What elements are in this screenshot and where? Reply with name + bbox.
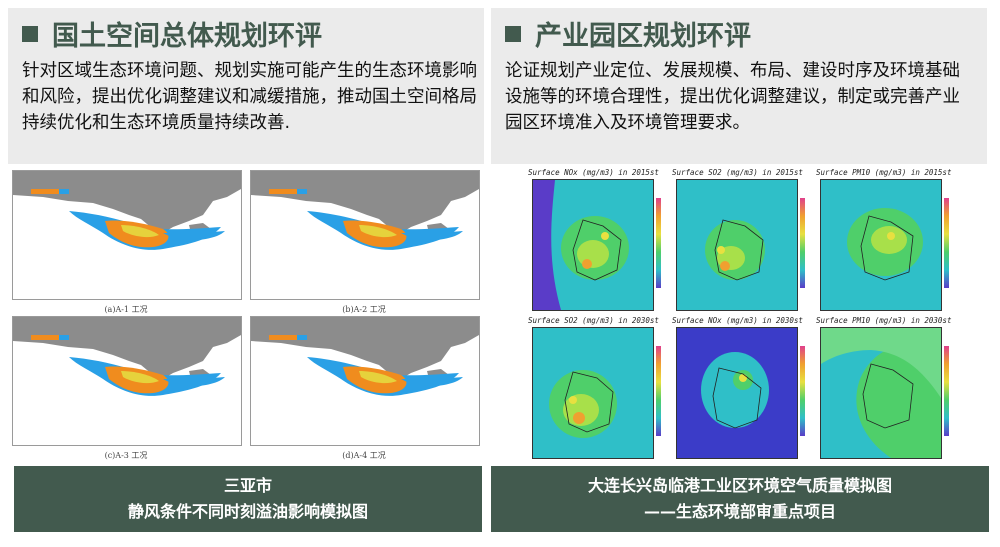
air-plot-nox-2030-title: Surface NOx (mg/m3) in 2030st (672, 316, 803, 325)
left-panel-title: 国土空间总体规划环评 (22, 14, 322, 53)
air-plot-pm10-2030: Surface PM10 (mg/m3) in 2030st (816, 316, 956, 462)
spill-map-a3-graphic (13, 317, 241, 445)
air-plot-pm10-2030-field (820, 327, 942, 459)
air-plot-so2-2015-colorbar (800, 198, 805, 288)
air-plot-nox-2030-colorbar (800, 346, 805, 436)
air-plot-nox-2015-field (532, 179, 654, 311)
right-panel-description: 论证规划产业定位、发展规模、布局、建设时序及环境基础设施等的环境合理性，提出优化… (505, 61, 960, 133)
spill-map-a1-graphic (13, 171, 241, 299)
spill-map-a4 (250, 316, 480, 446)
right-panel-header: 产业园区规划环评 论证规划产业定位、发展规模、布局、建设时序及环境基础设施等的环… (491, 8, 987, 164)
right-footer-line1: 大连长兴岛临港工业区环境空气质量模拟图 (587, 476, 892, 495)
air-plot-nox-2030-field (676, 327, 798, 459)
air-plot-so2-2015: Surface SO2 (mg/m3) in 2015st (672, 168, 812, 314)
air-plot-pm10-2015: Surface PM10 (mg/m3) in 2015st (816, 168, 956, 314)
air-plot-pm10-2015-title: Surface PM10 (mg/m3) in 2015st (816, 168, 952, 177)
spill-map-a2-caption: (b)A-2 工况 (342, 305, 386, 314)
air-plot-so2-2030-colorbar (656, 346, 661, 436)
spill-map-a2 (250, 170, 480, 300)
left-footer-line1: 三亚市 (223, 476, 272, 495)
spill-map-a1-caption: (a)A-1 工况 (104, 305, 148, 314)
air-plot-so2-2030-title: Surface SO2 (mg/m3) in 2030st (528, 316, 659, 325)
right-panel-title-text: 产业园区规划环评 (535, 21, 751, 52)
spill-map-a3-caption: (c)A-3 工况 (104, 451, 148, 460)
air-plot-so2-2030-field (532, 327, 654, 459)
bullet-square-icon (22, 25, 38, 42)
air-plot-nox-2015-colorbar (656, 198, 661, 288)
spill-map-a4-graphic (251, 317, 479, 445)
air-plot-pm10-2030-colorbar (944, 346, 949, 436)
left-panel-description: 针对区域生态环境问题、规划实施可能产生的生态环境影响和风险，提出优化调整建议和减… (22, 61, 477, 133)
right-panel-footer: 大连长兴岛临港工业区环境空气质量模拟图 ——生态环境部审重点项目 (491, 466, 989, 532)
air-plot-pm10-2015-colorbar (944, 198, 949, 288)
left-panel-title-text: 国土空间总体规划环评 (52, 21, 322, 52)
air-plot-nox-2015-title: Surface NOx (mg/m3) in 2015st (528, 168, 659, 177)
spill-map-a4-caption: (d)A-4 工况 (342, 451, 386, 460)
left-footer-line2: 静风条件不同时刻溢油影响模拟图 (127, 502, 368, 521)
air-plot-so2-2015-field (676, 179, 798, 311)
spill-map-a2-graphic (251, 171, 479, 299)
left-panel-header: 国土空间总体规划环评 针对区域生态环境问题、规划实施可能产生的生态环境影响和风险… (8, 8, 484, 164)
air-plot-nox-2030: Surface NOx (mg/m3) in 2030st (672, 316, 812, 462)
right-panel-title: 产业园区规划环评 (505, 14, 751, 53)
right-footer-line2: ——生态环境部审重点项目 (643, 502, 836, 521)
air-plot-pm10-2030-title: Surface PM10 (mg/m3) in 2030st (816, 316, 952, 325)
air-plot-so2-2030: Surface SO2 (mg/m3) in 2030st (528, 316, 668, 462)
air-plot-pm10-2015-field (820, 179, 942, 311)
air-plot-so2-2015-title: Surface SO2 (mg/m3) in 2015st (672, 168, 803, 177)
bullet-square-icon (505, 25, 521, 42)
air-plot-nox-2015: Surface NOx (mg/m3) in 2015st (528, 168, 668, 314)
left-panel-footer: 三亚市 静风条件不同时刻溢油影响模拟图 (14, 466, 482, 532)
spill-map-a3 (12, 316, 242, 446)
spill-map-a1 (12, 170, 242, 300)
